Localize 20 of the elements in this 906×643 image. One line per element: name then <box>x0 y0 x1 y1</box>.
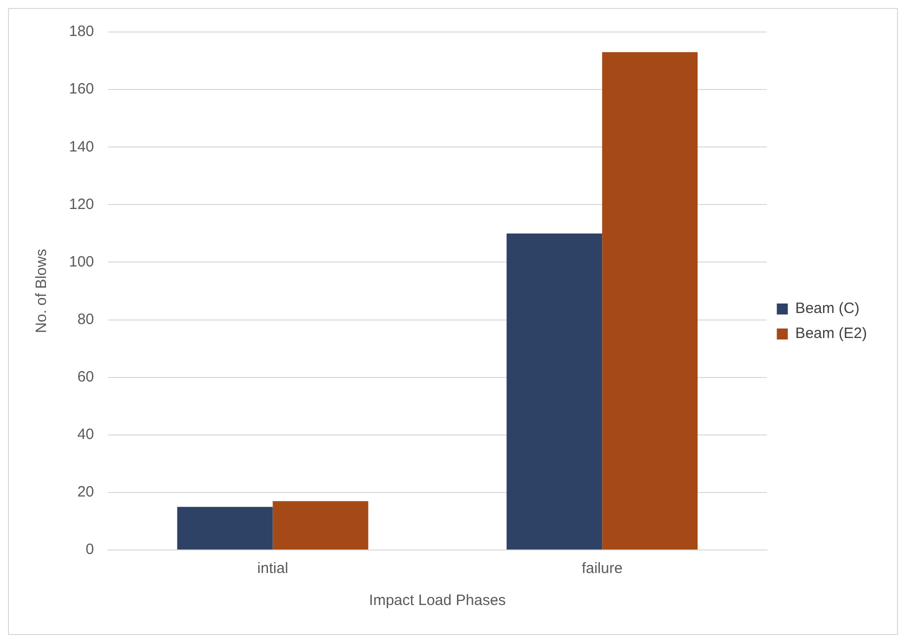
x-axis-title: Impact Load Phases <box>369 592 506 610</box>
y-tick-label: 140 <box>68 138 94 156</box>
x-tick-label: failure <box>582 560 623 578</box>
y-tick-label: 0 <box>86 541 94 558</box>
y-tick-label: 100 <box>68 253 94 270</box>
bar <box>506 233 602 550</box>
y-tick-label: 120 <box>68 196 94 213</box>
legend-label: Beam (C) <box>795 300 860 318</box>
legend-label: Beam (E2) <box>795 325 868 342</box>
y-tick-label: 40 <box>77 426 94 444</box>
y-tick-label: 80 <box>77 310 94 328</box>
bar <box>272 501 368 550</box>
y-tick-label: 20 <box>77 484 94 501</box>
y-tick-label: 160 <box>68 80 94 98</box>
y-tick-label: 180 <box>68 23 94 40</box>
bar <box>177 506 273 550</box>
y-tick-label: 60 <box>77 368 94 386</box>
x-tick-label: intial <box>257 560 288 578</box>
y-axis-title: No. of Blows <box>33 248 50 334</box>
bar <box>602 52 698 550</box>
